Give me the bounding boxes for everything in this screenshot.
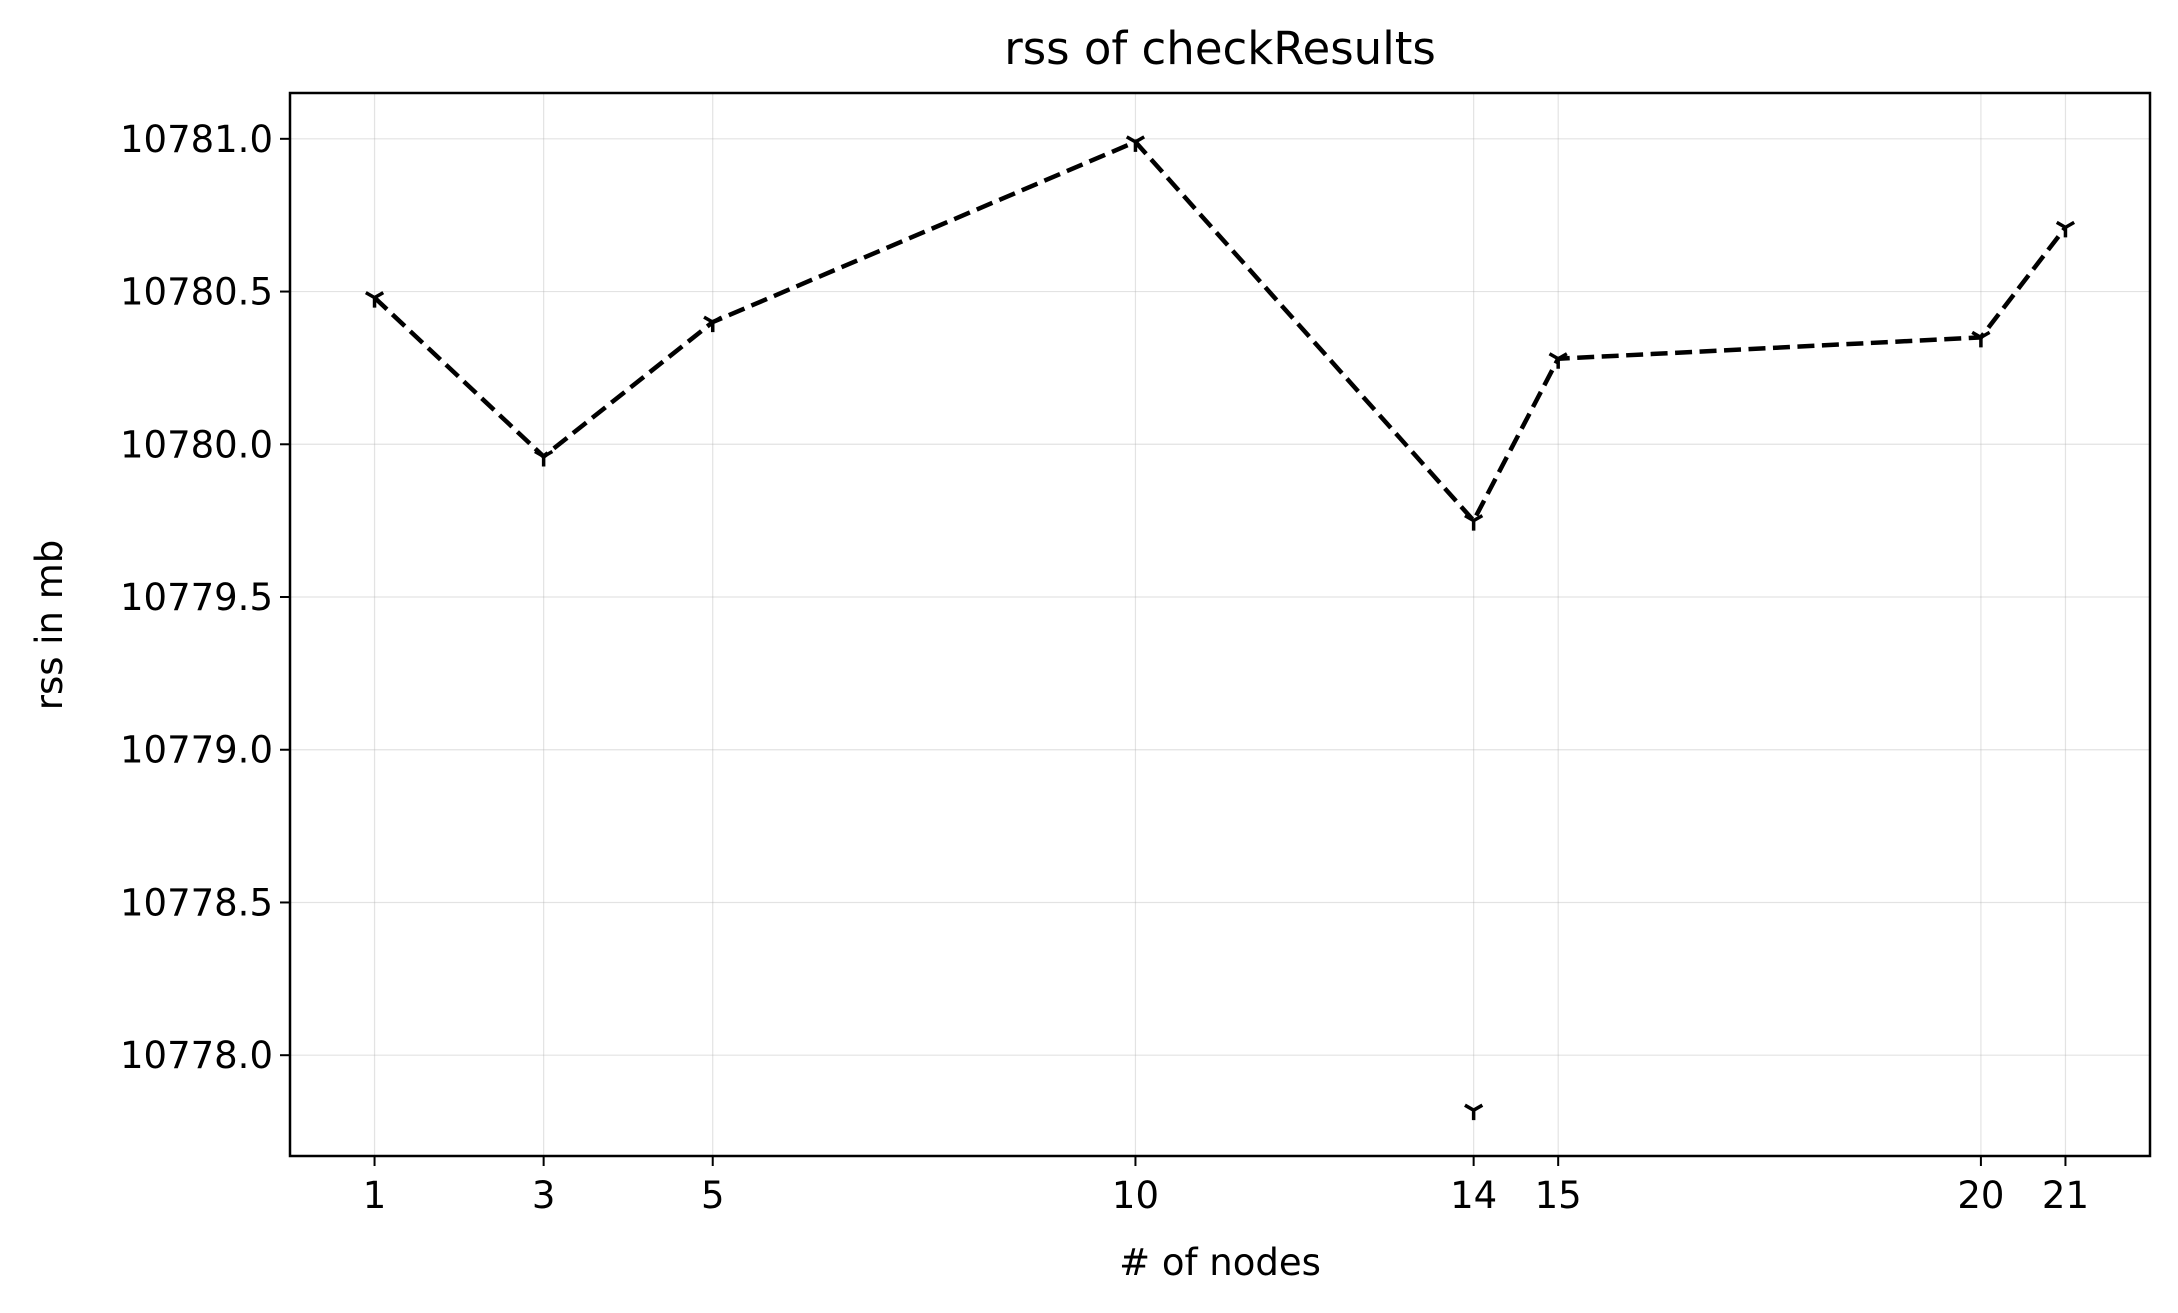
x-tick-label: 14 <box>1450 1174 1497 1217</box>
y-tick-label: 10781.0 <box>120 118 273 161</box>
data-point-marker <box>1971 330 1991 348</box>
data-point-marker <box>364 291 385 308</box>
x-tick-label: 20 <box>1957 1174 2004 1217</box>
y-tick-label: 10780.5 <box>120 271 273 314</box>
x-tick-label: 10 <box>1112 1174 1159 1217</box>
series-layer <box>364 135 2076 1121</box>
x-tick-label: 21 <box>2042 1174 2089 1217</box>
data-point-marker <box>1464 1103 1484 1121</box>
y-tick-label: 10778.5 <box>120 881 273 924</box>
data-point-marker <box>1125 135 1146 152</box>
data-point-marker <box>2055 220 2076 238</box>
data-point-marker <box>1464 514 1484 531</box>
data-point-marker <box>1548 352 1568 369</box>
x-tick-label: 3 <box>532 1174 556 1217</box>
series-line <box>373 139 2068 525</box>
grid-layer <box>290 93 2150 1156</box>
data-point-marker <box>703 315 723 333</box>
y-tick-label: 10779.0 <box>120 729 273 772</box>
data-point-marker <box>534 449 554 467</box>
plot-frame <box>288 91 2152 1158</box>
chart-title: rss of checkResults <box>1004 22 1436 75</box>
ticks-layer: 1 3 5 10 14 15 20 21 10778.0 10778.5 10779.0 10779.… <box>120 118 2089 1217</box>
y-tick-label: 10780.0 <box>120 423 273 466</box>
x-tick-label: 15 <box>1535 1174 1582 1217</box>
y-tick-label: 10779.5 <box>120 576 273 619</box>
x-axis-label: # of nodes <box>1119 1241 1321 1284</box>
y-axis-label: rss in mb <box>28 540 71 711</box>
y-tick-label: 10778.0 <box>120 1034 273 1077</box>
x-tick-label: 5 <box>701 1174 725 1217</box>
x-tick-label: 1 <box>363 1174 387 1217</box>
